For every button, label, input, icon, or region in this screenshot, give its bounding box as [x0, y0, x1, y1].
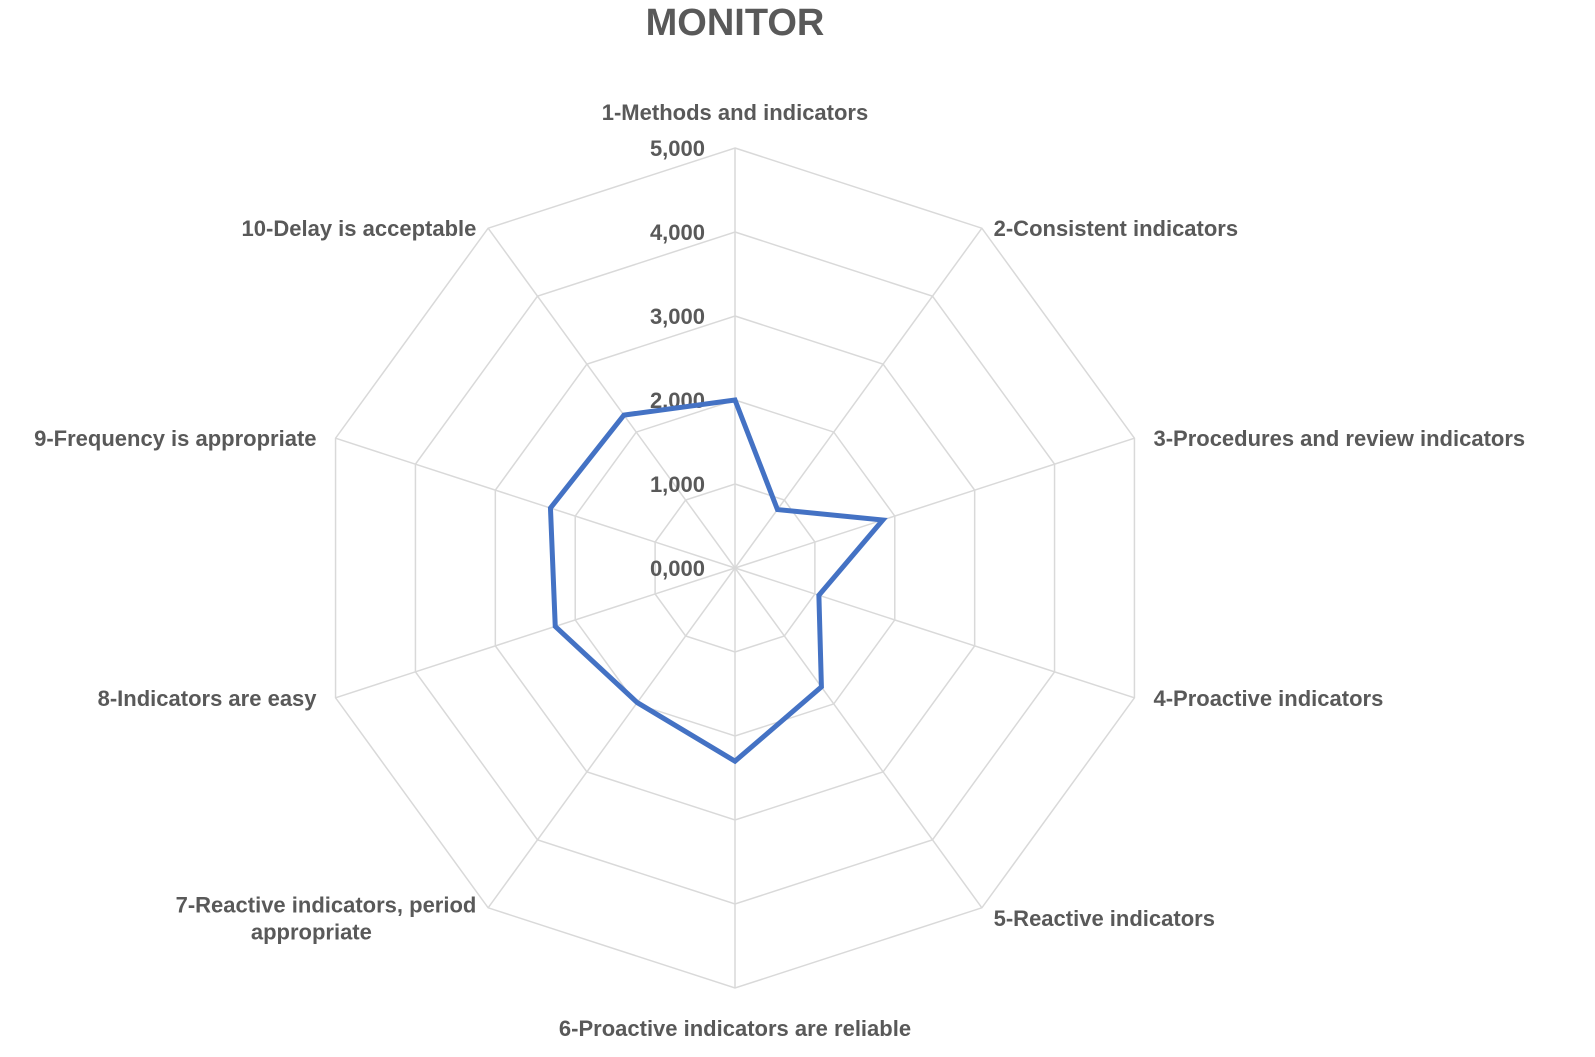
- series-line-1: [547, 397, 888, 765]
- tick-label: 1,000: [650, 472, 705, 497]
- data-point: [880, 517, 885, 522]
- spoke-10: [487, 227, 736, 569]
- data-point: [733, 398, 737, 402]
- series-layer: [547, 397, 888, 765]
- spoke-8: [335, 567, 736, 699]
- tick-label: 5,000: [650, 136, 705, 161]
- spoke-3: [734, 437, 1135, 569]
- data-point: [816, 593, 821, 598]
- data-point: [621, 413, 626, 418]
- data-point: [548, 506, 553, 511]
- data-point: [819, 684, 824, 689]
- spoke-4: [734, 567, 1135, 699]
- category-label-2: 2-Consistent indicators: [994, 216, 1238, 241]
- radar-grid: [334, 147, 1136, 989]
- data-point: [775, 507, 780, 512]
- category-label-10: 10-Delay is acceptable: [242, 216, 477, 241]
- category-labels: 1-Methods and indicators 2-Consistent ind…: [34, 100, 1525, 1041]
- chart-title: MONITOR: [645, 2, 825, 44]
- tick-label: 0,000: [650, 556, 705, 581]
- category-label-4: 4-Proactive indicators: [1153, 686, 1383, 711]
- category-label-1: 1-Methods and indicators: [602, 100, 868, 125]
- spoke-9: [335, 437, 736, 569]
- tick-label: 4,000: [650, 220, 705, 245]
- data-point: [553, 624, 558, 629]
- category-label-8: 8-Indicators are easy: [98, 686, 318, 711]
- data-point: [635, 700, 640, 705]
- data-point: [733, 759, 737, 764]
- spoke-5: [734, 567, 983, 909]
- category-label-6: 6-Proactive indicators are reliable: [559, 1016, 911, 1041]
- category-label-9: 9-Frequency is appropriate: [34, 426, 316, 451]
- spoke-7: [487, 567, 736, 909]
- category-label-7: 7-Reactive indicators, period appropriate: [176, 892, 477, 944]
- category-label-3: 3-Procedures and review indicators: [1153, 426, 1525, 451]
- tick-label: 3,000: [650, 304, 705, 329]
- category-label-5: 5-Reactive indicators: [994, 906, 1215, 931]
